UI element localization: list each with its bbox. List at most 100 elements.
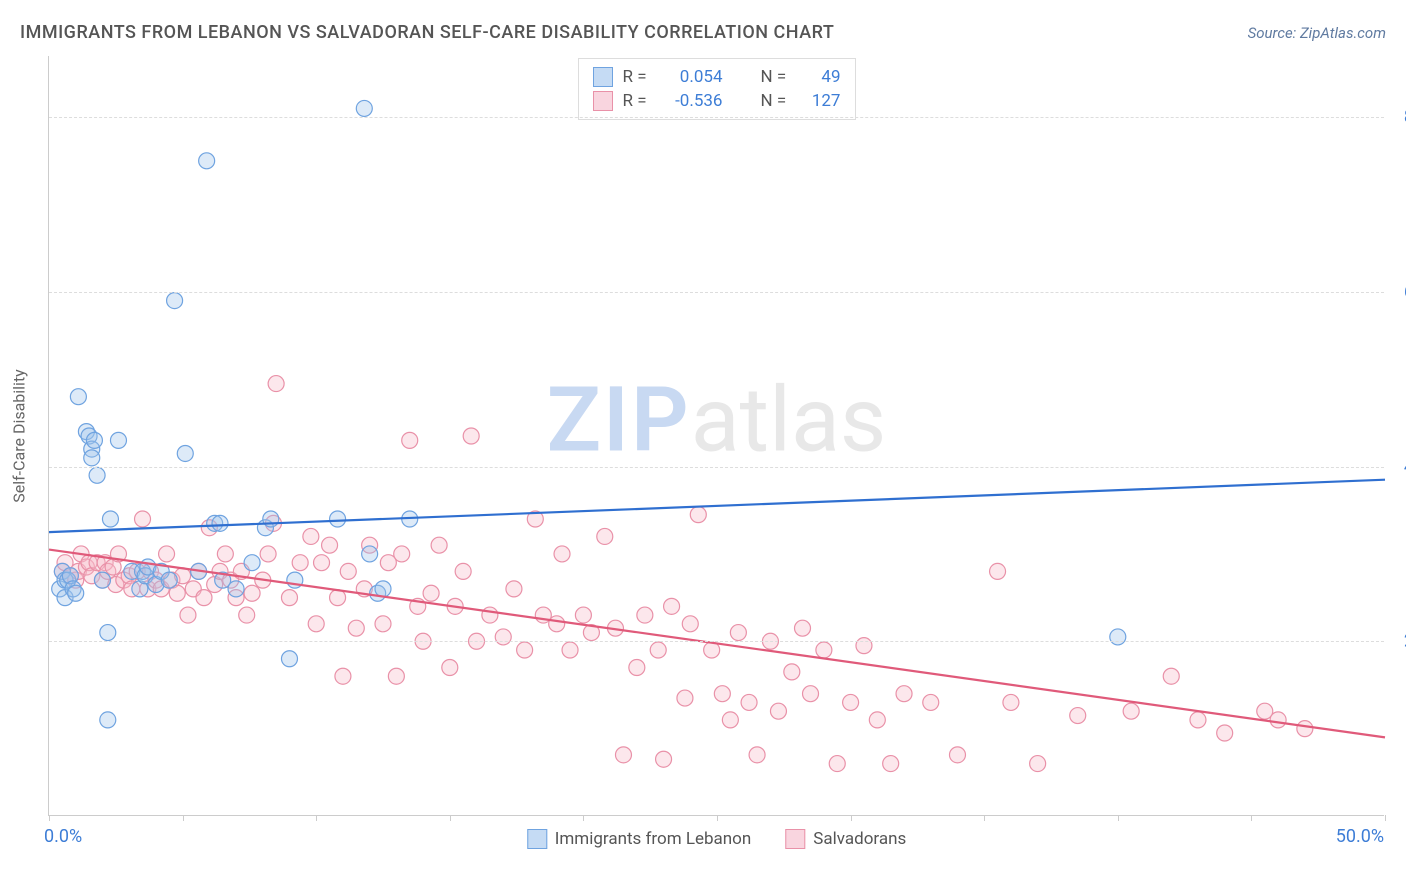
data-point [843, 694, 859, 710]
legend-swatch [593, 67, 613, 87]
r-value: 0.054 [663, 67, 723, 87]
legend-series-name: Salvadorans [813, 829, 906, 849]
data-point [340, 563, 356, 579]
data-point [402, 432, 418, 448]
data-point [268, 376, 284, 392]
data-point [795, 620, 811, 636]
x-tick-mark [316, 815, 317, 821]
data-point [68, 585, 84, 601]
x-axis-min-label: 0.0% [44, 826, 82, 847]
data-point [281, 651, 297, 667]
data-point [1110, 629, 1126, 645]
n-label: N = [761, 91, 791, 111]
data-point [455, 563, 471, 579]
data-point [423, 585, 439, 601]
y-axis-title: Self-Care Disability [10, 369, 29, 503]
data-point [260, 546, 276, 562]
data-point [896, 686, 912, 702]
data-point [1003, 694, 1019, 710]
data-point [159, 546, 175, 562]
data-point [664, 598, 680, 614]
data-point [177, 445, 193, 461]
data-point [575, 607, 591, 623]
data-point [829, 756, 845, 772]
data-point [281, 590, 297, 606]
trend-line [49, 550, 1385, 738]
data-point [730, 625, 746, 641]
data-point [199, 153, 215, 169]
legend-swatch [527, 829, 547, 849]
data-point [923, 694, 939, 710]
x-tick-mark [984, 815, 985, 821]
data-point [1123, 703, 1139, 719]
data-point [375, 616, 391, 632]
data-point [135, 511, 151, 527]
data-point [303, 528, 319, 544]
data-point [883, 756, 899, 772]
data-point [506, 581, 522, 597]
data-point [784, 664, 800, 680]
data-point [394, 546, 410, 562]
data-point [517, 642, 533, 658]
data-point [650, 642, 666, 658]
data-point [102, 511, 118, 527]
gridline [49, 117, 1384, 118]
data-point [314, 555, 330, 571]
data-point [94, 572, 110, 588]
data-point [442, 659, 458, 675]
gridline [49, 467, 1384, 468]
data-point [244, 555, 260, 571]
data-point [749, 747, 765, 763]
chart-title: IMMIGRANTS FROM LEBANON VS SALVADORAN SE… [20, 22, 834, 43]
data-point [212, 515, 228, 531]
data-point [482, 607, 498, 623]
data-point [292, 555, 308, 571]
data-point [167, 293, 183, 309]
data-point [554, 546, 570, 562]
data-point [856, 638, 872, 654]
x-tick-mark [450, 815, 451, 821]
legend-swatch [785, 829, 805, 849]
data-point [816, 642, 832, 658]
data-point [228, 581, 244, 597]
data-point [431, 537, 447, 553]
data-point [244, 585, 260, 601]
data-point [463, 428, 479, 444]
gridline [49, 641, 1384, 642]
r-label: R = [623, 91, 653, 111]
n-value: 49 [801, 67, 841, 87]
legend-series-name: Immigrants from Lebanon [555, 829, 752, 849]
x-tick-mark [49, 815, 50, 821]
data-point [86, 432, 102, 448]
data-point [322, 537, 338, 553]
data-point [637, 607, 653, 623]
data-point [682, 616, 698, 632]
data-point [348, 620, 364, 636]
data-point [690, 507, 706, 523]
data-point [180, 607, 196, 623]
data-point [217, 546, 233, 562]
x-tick-mark [1251, 815, 1252, 821]
data-point [562, 642, 578, 658]
legend-row: R =0.054N =49 [593, 65, 841, 89]
trend-line [49, 480, 1385, 532]
data-point [362, 546, 378, 562]
data-point [722, 712, 738, 728]
correlation-legend: R =0.054N =49R =-0.536N =127 [578, 58, 856, 120]
data-point [597, 528, 613, 544]
n-value: 127 [801, 91, 841, 111]
data-point [1070, 708, 1086, 724]
data-point [1297, 721, 1313, 737]
x-tick-mark [1385, 815, 1386, 821]
data-point [308, 616, 324, 632]
x-tick-mark [717, 815, 718, 821]
r-label: R = [623, 67, 653, 87]
data-point [714, 686, 730, 702]
data-point [803, 686, 819, 702]
data-point [495, 629, 511, 645]
data-point [1270, 712, 1286, 728]
data-point [239, 607, 255, 623]
data-point [335, 668, 351, 684]
data-point [110, 432, 126, 448]
data-point [161, 572, 177, 588]
